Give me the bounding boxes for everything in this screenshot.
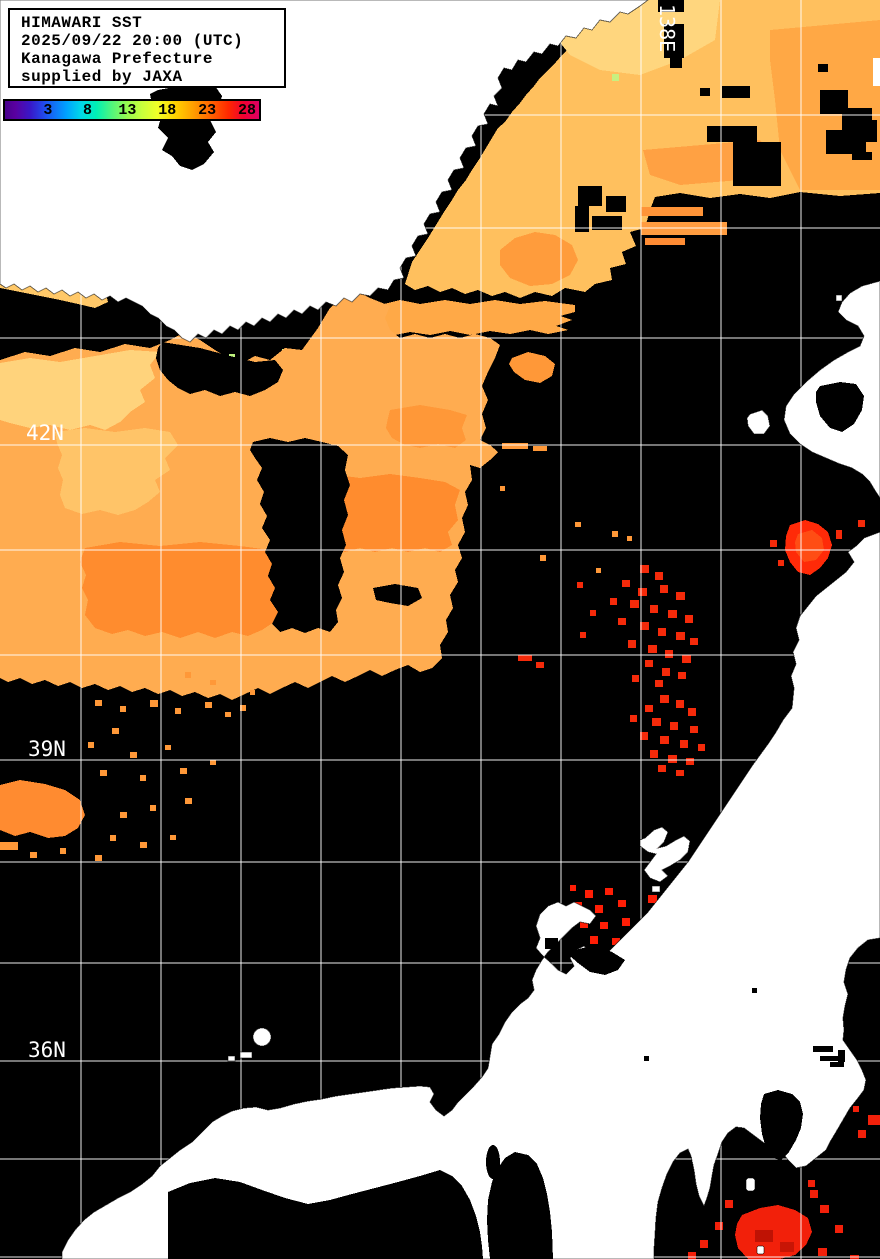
sst-hot-patches-layer	[518, 520, 880, 1259]
sst-field-layer	[0, 0, 880, 861]
timestamp: 2025/09/22 20:00 (UTC)	[21, 32, 244, 50]
land-sado	[639, 826, 691, 883]
title-box: HIMAWARI SST 2025/09/22 20:00 (UTC) Kana…	[8, 8, 286, 88]
colorbar-tick: 3	[43, 102, 53, 119]
land-honshu	[61, 531, 880, 1259]
sst-colorbar: 3 8 13 18 23 28	[3, 99, 261, 121]
colorbar-tick: 28	[238, 102, 257, 119]
lat-label-42n: 42N	[26, 421, 64, 445]
colorbar-tick: 8	[83, 102, 93, 119]
graticule-labels: 42N 39N 36N 138E	[26, 4, 679, 1062]
land-okushiri	[746, 409, 771, 435]
product-title: HIMAWARI SST	[21, 14, 143, 32]
lat-label-39n: 39N	[28, 737, 66, 761]
colorbar-tick: 18	[158, 102, 177, 119]
lat-label-36n: 36N	[28, 1038, 66, 1062]
bays-lakes-layer	[150, 86, 864, 1259]
land-oki	[252, 1027, 272, 1047]
credit-label: supplied by JAXA	[21, 68, 183, 86]
region-label: Kanagawa Prefecture	[21, 50, 213, 68]
colorbar-tick: 13	[118, 102, 137, 119]
lon-label-138e: 138E	[655, 4, 679, 52]
colorbar-tick: 23	[198, 102, 217, 119]
land-izu-oshima	[745, 1177, 756, 1192]
